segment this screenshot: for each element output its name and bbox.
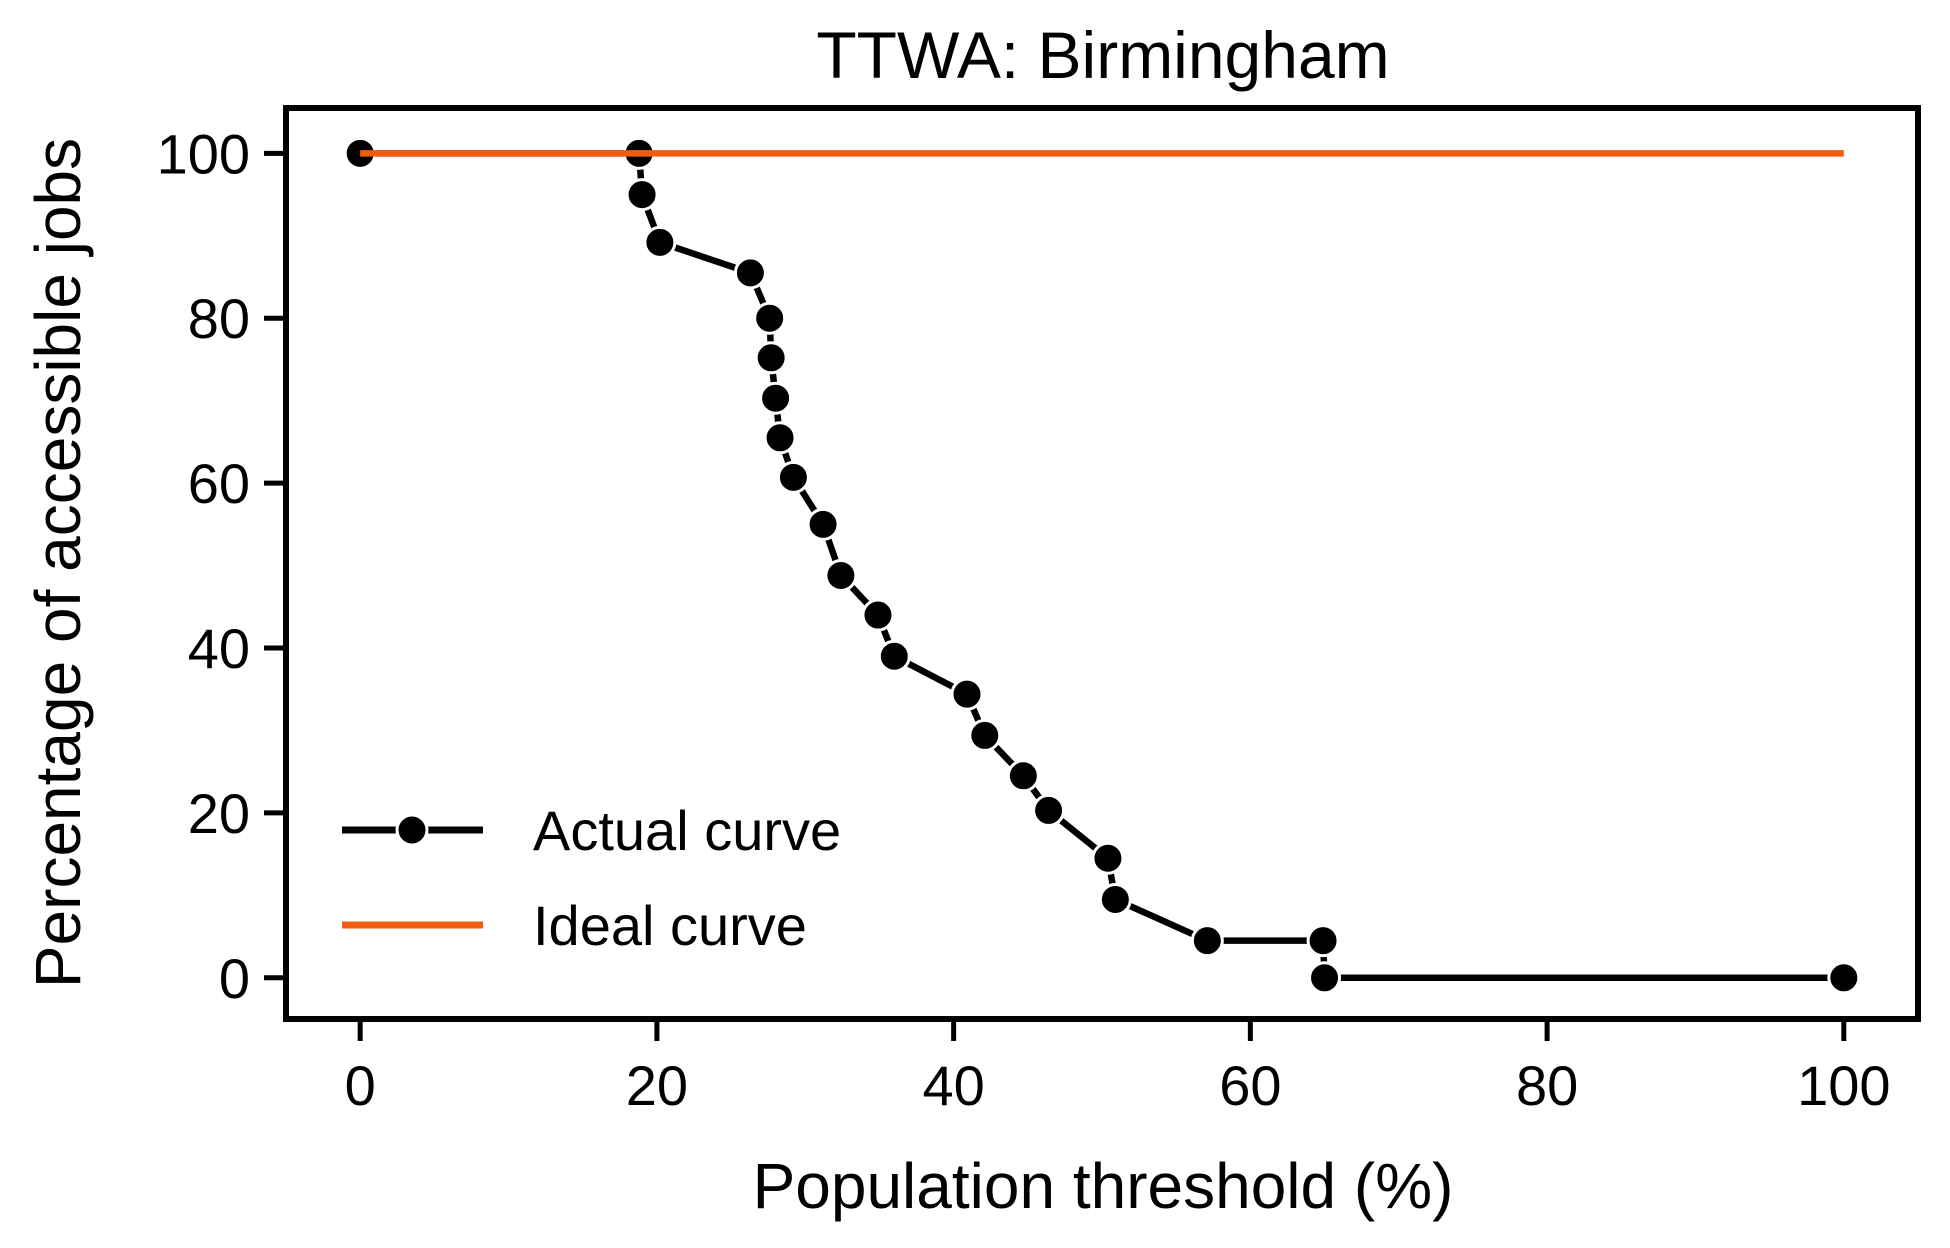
x-axis-label: Population threshold (%) bbox=[753, 1150, 1454, 1222]
y-tick-label: 100 bbox=[157, 122, 250, 185]
legend-actual-label: Actual curve bbox=[533, 799, 841, 862]
data-point-actual bbox=[1306, 924, 1340, 958]
y-ticks: 0 20 40 60 80 100 bbox=[157, 122, 286, 1010]
data-point-actual bbox=[1308, 961, 1342, 995]
legend-item-actual: Actual curve bbox=[342, 799, 841, 862]
data-point-actual bbox=[968, 718, 1002, 752]
x-tick-label: 0 bbox=[345, 1054, 376, 1117]
data-point-actual bbox=[754, 341, 788, 375]
data-point-actual bbox=[759, 381, 793, 415]
data-point-actual bbox=[1032, 793, 1066, 827]
x-axis: 0 20 40 60 80 100 bbox=[345, 1019, 1891, 1117]
plot-frame bbox=[283, 105, 1921, 1022]
x-tick-label: 100 bbox=[1797, 1054, 1890, 1117]
x-tick-label: 20 bbox=[626, 1054, 688, 1117]
y-tick-label: 60 bbox=[188, 452, 250, 515]
data-point-actual bbox=[643, 225, 677, 259]
data-point-actual bbox=[877, 639, 911, 673]
x-ticks: 0 20 40 60 80 100 bbox=[345, 1019, 1891, 1117]
legend-ideal-label: Ideal curve bbox=[533, 894, 807, 957]
y-axis-label: Percentage of accessible jobs bbox=[22, 138, 94, 988]
legend: Actual curve Ideal curve bbox=[342, 799, 841, 957]
x-tick-label: 80 bbox=[1516, 1054, 1578, 1117]
x-tick-label: 40 bbox=[922, 1054, 984, 1117]
y-tick-label: 20 bbox=[188, 782, 250, 845]
y-tick-label: 0 bbox=[219, 947, 250, 1010]
y-tick-label: 80 bbox=[188, 287, 250, 350]
plot-area bbox=[283, 105, 1921, 1022]
data-point-actual bbox=[806, 507, 840, 541]
data-point-actual bbox=[1827, 961, 1861, 995]
data-point-actual bbox=[625, 178, 659, 212]
data-point-actual bbox=[1190, 924, 1224, 958]
legend-actual-marker bbox=[395, 813, 429, 847]
data-point-actual bbox=[1098, 882, 1132, 916]
data-point-actual bbox=[950, 677, 984, 711]
y-tick-label: 40 bbox=[188, 617, 250, 680]
data-point-actual bbox=[861, 598, 895, 632]
series-layer bbox=[343, 136, 1861, 995]
chart-title: TTWA: Birmingham bbox=[816, 18, 1389, 92]
data-point-actual bbox=[1091, 841, 1125, 875]
x-tick-label: 60 bbox=[1219, 1054, 1281, 1117]
legend-item-ideal: Ideal curve bbox=[342, 894, 807, 957]
data-point-actual bbox=[763, 421, 797, 455]
data-point-actual bbox=[776, 460, 810, 494]
data-point-actual bbox=[753, 301, 787, 335]
y-axis: 0 20 40 60 80 100 bbox=[157, 122, 286, 1010]
data-point-actual bbox=[733, 256, 767, 290]
data-point-actual bbox=[1006, 759, 1040, 793]
data-point-actual bbox=[824, 558, 858, 592]
